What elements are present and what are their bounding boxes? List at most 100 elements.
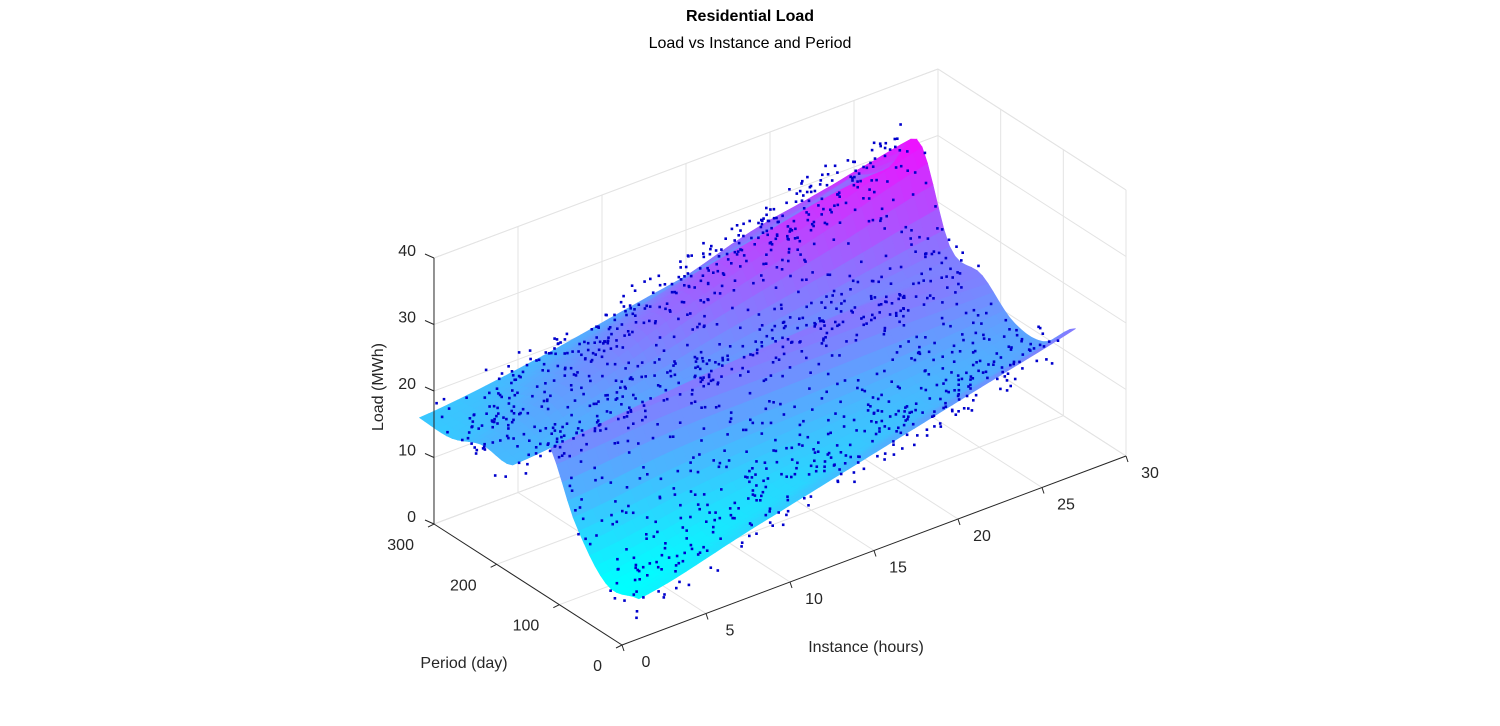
scatter-point [519, 411, 522, 415]
scatter-point [1029, 349, 1032, 352]
x-tick-label: 20 [973, 528, 991, 545]
scatter-point [768, 400, 771, 403]
scatter-point [819, 319, 822, 323]
scatter-point [646, 574, 649, 577]
scatter-point [750, 476, 754, 479]
scatter-point [856, 185, 859, 189]
scatter-point [956, 394, 960, 398]
scatter-point [739, 265, 742, 268]
scatter-point [643, 307, 647, 310]
scatter-point [974, 331, 978, 335]
scatter-point [656, 565, 660, 569]
scatter-point [733, 501, 737, 505]
scatter-point [823, 306, 827, 309]
scatter-point [542, 399, 546, 403]
scatter-point [644, 375, 647, 378]
scatter-point [899, 431, 903, 435]
scatter-point [642, 466, 645, 469]
scatter-point [960, 259, 963, 262]
scatter-point [817, 441, 820, 444]
scatter-point [892, 198, 895, 202]
scatter-point [904, 419, 907, 422]
scatter-point [746, 308, 750, 312]
scatter-point [685, 529, 688, 532]
scatter-point [894, 311, 898, 315]
scatter-point [832, 464, 836, 467]
scatter-point [786, 234, 789, 238]
scatter-point [751, 353, 755, 357]
scatter-point [689, 515, 692, 519]
scatter-point [818, 317, 821, 320]
scatter-point [883, 329, 886, 333]
scatter-point [744, 475, 747, 479]
scatter-point [578, 342, 581, 346]
scatter-point [708, 359, 711, 362]
scatter-point [491, 425, 494, 429]
scatter-point [945, 275, 948, 278]
scatter-point [904, 406, 907, 409]
scatter-point [872, 141, 876, 145]
scatter-point [510, 420, 514, 424]
scatter-point [682, 301, 686, 304]
scatter-point [765, 213, 768, 217]
scatter-point [941, 355, 944, 358]
scatter-point [769, 208, 772, 211]
scatter-point [544, 351, 548, 354]
scatter-point [739, 374, 742, 377]
scatter-point [942, 382, 945, 385]
scatter-point [500, 372, 504, 375]
scatter-point [670, 290, 674, 294]
scatter-point [774, 356, 778, 360]
scatter-point [740, 248, 744, 252]
scatter-point [836, 193, 839, 196]
scatter-point [617, 417, 620, 421]
scatter-point [632, 393, 635, 397]
y-tick-mark [427, 523, 435, 528]
scatter-point [906, 169, 909, 172]
scatter-point [505, 434, 509, 438]
scatter-point [840, 302, 843, 305]
scatter-point [787, 259, 790, 263]
scatter-point [790, 475, 793, 479]
scatter-point [718, 516, 722, 520]
scatter-point [947, 238, 951, 242]
scatter-point [866, 403, 870, 406]
scatter-point [614, 379, 618, 382]
scatter-point [590, 328, 594, 331]
scatter-point [900, 230, 903, 234]
scatter-point [871, 396, 875, 399]
y-axis-label: Period (day) [420, 655, 507, 672]
scatter-point [580, 386, 583, 390]
scatter-point [869, 161, 872, 165]
scatter-point [843, 299, 846, 303]
scatter-point [548, 449, 552, 453]
scatter-point [929, 267, 932, 271]
scatter-point [895, 351, 899, 354]
scatter-point [693, 400, 697, 403]
scatter-point [686, 343, 689, 347]
scatter-point [662, 399, 666, 402]
scatter-point [684, 265, 688, 269]
scatter-point [812, 242, 816, 246]
scatter-point [534, 452, 538, 455]
scatter-point [517, 374, 521, 378]
scatter-point [924, 252, 928, 255]
scatter-point [577, 532, 580, 536]
scatter-point [823, 324, 826, 327]
scatter-point [818, 183, 822, 186]
scatter-point [649, 277, 652, 281]
scatter-point [637, 303, 641, 306]
scatter-point [790, 229, 794, 232]
scatter-point [642, 404, 646, 407]
scatter-point [878, 427, 881, 430]
scatter-point [562, 452, 566, 455]
scatter-point [888, 267, 892, 270]
scatter-point [826, 173, 830, 176]
scatter-point [927, 373, 931, 376]
scatter-point [720, 488, 723, 491]
scatter-point [706, 298, 709, 301]
scatter-point [955, 245, 958, 248]
scatter-point [537, 358, 541, 362]
scatter-point [707, 382, 710, 386]
